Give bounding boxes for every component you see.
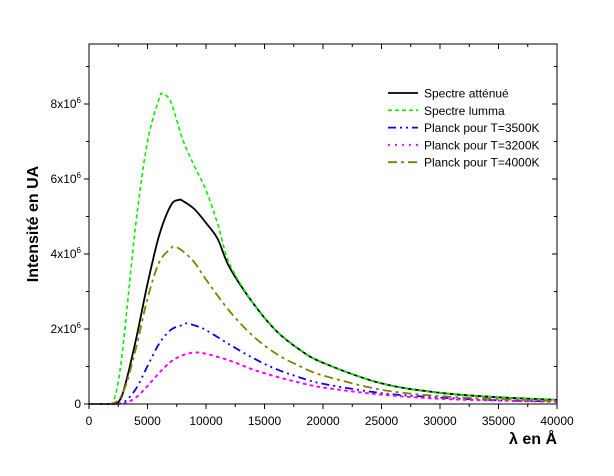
x-tick-label: 40000 [540, 414, 574, 428]
x-axis: 0 5000 10000 15000 20000 25000 30000 35000 40000 [86, 44, 574, 428]
x-tick-label: 15000 [248, 414, 282, 428]
x-tick-label: 0 [86, 414, 93, 428]
legend-label: Spectre lumma [424, 104, 505, 118]
x-tick-label: 30000 [423, 414, 457, 428]
y-tick-base: 6x10 [51, 172, 77, 186]
legend-label: Planck pour T=4000K [424, 156, 540, 170]
y-tick-exponent: 6 [77, 171, 82, 180]
legend-label: Planck pour T=3200K [424, 138, 540, 152]
series-line-2 [88, 322, 558, 405]
curves [88, 92, 558, 405]
legend: Spectre atténué Spectre lumma Planck pour … [388, 87, 540, 170]
x-tick-label: 35000 [482, 414, 516, 428]
x-tick-label: 10000 [189, 414, 223, 428]
series-line-1 [88, 92, 558, 405]
y-tick-label: 4x106 [51, 246, 82, 261]
y-tick-exponent: 6 [77, 246, 82, 255]
y-tick-base: 8x10 [51, 97, 77, 111]
y-tick-label: 8x106 [51, 96, 82, 111]
legend-label: Planck pour T=3500K [424, 121, 540, 135]
y-tick-exponent: 6 [77, 96, 82, 105]
y-tick-exponent: 6 [77, 321, 82, 330]
y-tick-label: 2x106 [51, 321, 82, 336]
y-tick-base: 0 [74, 397, 81, 411]
y-tick-label: 6x106 [51, 171, 82, 186]
y-tick-label: 0 [74, 397, 81, 411]
y-tick-base: 2x10 [51, 322, 77, 336]
y-tick-base: 4x10 [51, 247, 77, 261]
legend-label: Spectre atténué [424, 87, 509, 101]
x-tick-label: 20000 [306, 414, 340, 428]
series-line-3 [88, 351, 558, 405]
series-line-0 [88, 198, 558, 405]
y-axis-label: Intensité en UA [25, 165, 42, 282]
x-axis-label: λ en Å [509, 429, 557, 448]
x-tick-label: 5000 [134, 414, 161, 428]
x-tick-label: 25000 [365, 414, 399, 428]
series-line-4 [88, 245, 558, 405]
